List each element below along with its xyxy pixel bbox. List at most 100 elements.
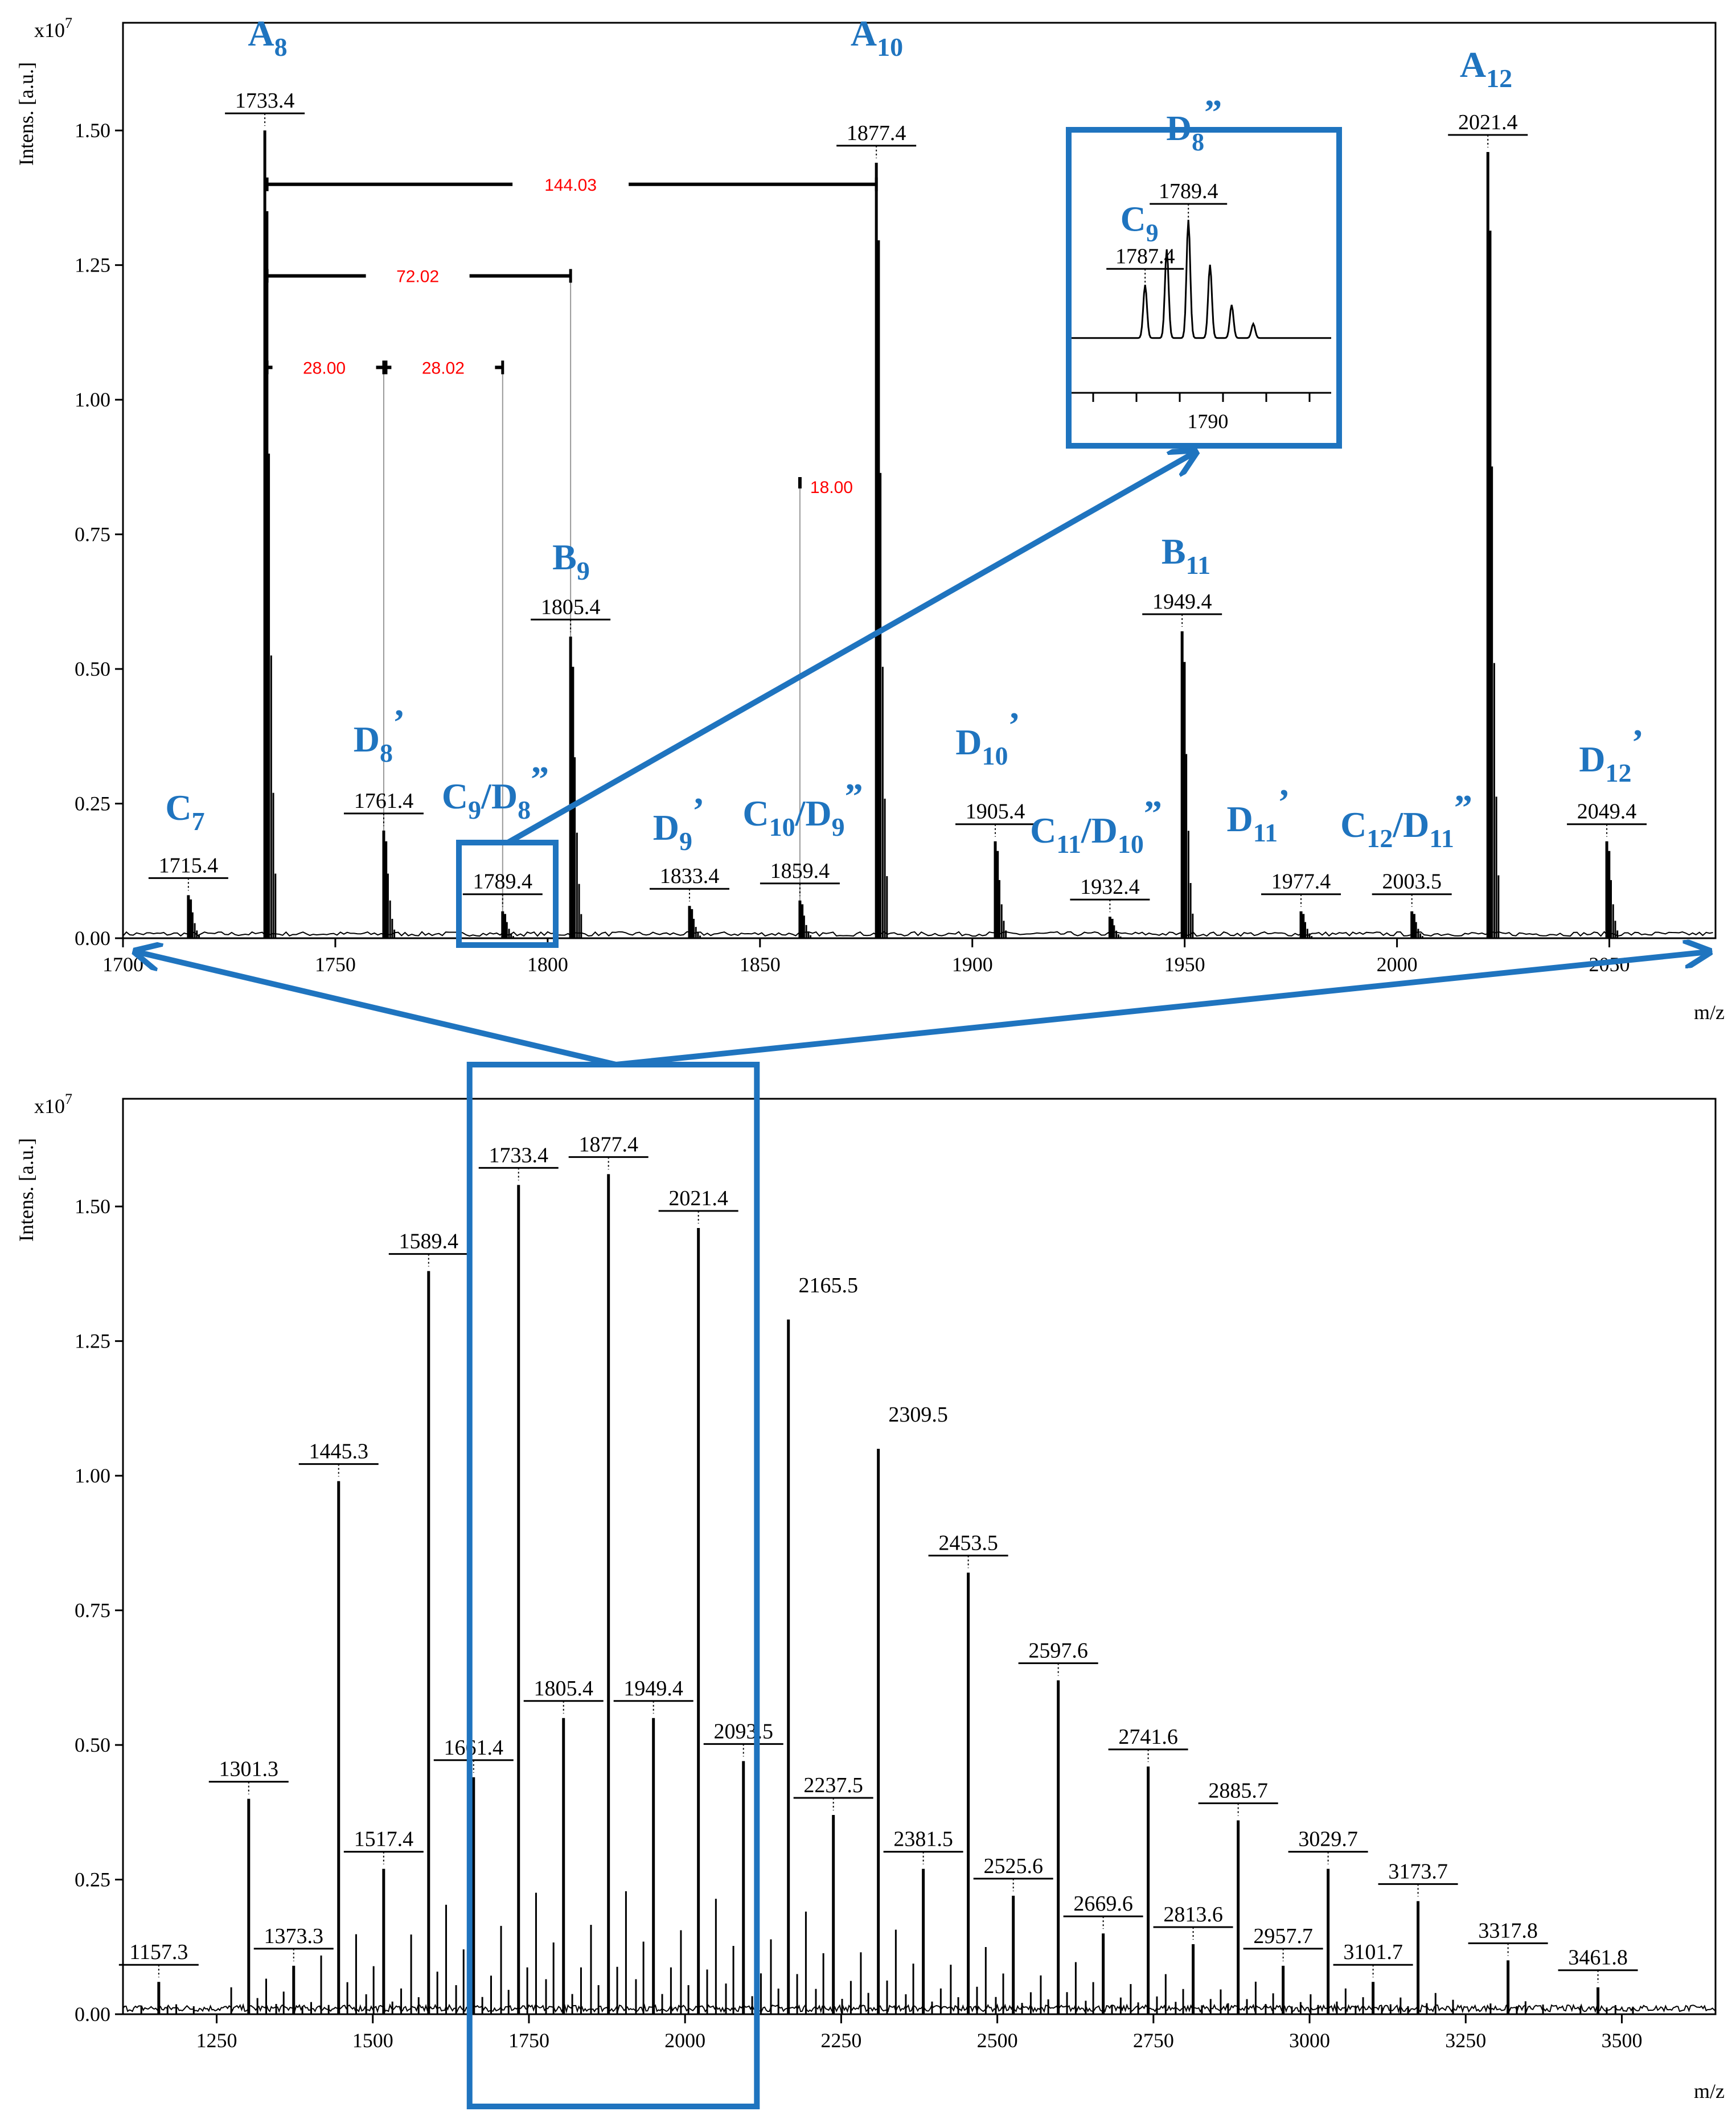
- bottom-peak-label: 1949.4: [623, 1677, 683, 1701]
- bottom-peak-label: 2381.5: [893, 1827, 953, 1851]
- bottom-peak-label: 1661.4: [444, 1736, 504, 1760]
- bottom-peak-label: 2669.6: [1073, 1892, 1133, 1916]
- bottom-peak-label: 3173.7: [1388, 1859, 1448, 1883]
- bottom-peak-label: 1589.4: [399, 1230, 459, 1254]
- peak-name-B9: B9: [552, 537, 590, 585]
- top-peak-label: 1805.4: [541, 595, 601, 619]
- bottom-baseline-trace: [122, 2003, 1716, 2014]
- bottom-y-tick-label: 1.00: [75, 1464, 110, 1487]
- top-x-tick-label: 1700: [102, 953, 143, 976]
- top-x-tick-label: 2000: [1377, 953, 1418, 976]
- top-y-tick-label: 0.75: [75, 523, 110, 546]
- top-x-tick-label: 1900: [952, 953, 993, 976]
- bottom-peak-label: 1157.3: [129, 1940, 188, 1964]
- bottom-peak-label: 3029.7: [1298, 1827, 1358, 1851]
- peak-name-D9: D9’: [653, 790, 705, 856]
- bottom-y-tick-label: 0.75: [75, 1599, 110, 1622]
- peak-name-D12: D12’: [1579, 722, 1644, 787]
- top-y-tick-label: 0.25: [75, 792, 110, 815]
- peak-name-A12: A12: [1460, 44, 1512, 93]
- peak-name-D8: D8’: [354, 702, 405, 767]
- top-peak-label: 1877.4: [847, 121, 906, 145]
- peak-name-D10: D10’: [955, 705, 1020, 770]
- bottom-peak-label: 1805.4: [533, 1677, 593, 1701]
- bottom-zoom-region: [466, 1062, 760, 2109]
- bottom-peak-label: 2093.5: [713, 1719, 773, 1743]
- bottom-plot-frame: [122, 1098, 1717, 2015]
- inset-peak-name: C9: [1121, 200, 1159, 247]
- bottom-peak-label: 2885.7: [1208, 1779, 1268, 1802]
- top-baseline-trace: [122, 931, 1713, 937]
- top-x-tick-label: 1750: [315, 953, 356, 976]
- bottom-peak-label: 3317.8: [1478, 1919, 1538, 1942]
- top-x-tick-label: 1800: [527, 953, 568, 976]
- bottom-peak-label: 2813.6: [1163, 1903, 1223, 1927]
- bottom-spectrum-panel: x107 Intens. [a.u.] 0.00 0.25 0.50 0.75 1.00…: [15, 1062, 1725, 2109]
- peak-name-C12-D11: C12/D11”: [1340, 787, 1472, 853]
- bottom-x-axis-label: m/z: [1694, 2080, 1725, 2102]
- peak-name-C10-D9: C10/D9”: [742, 776, 863, 841]
- top-x-axis-label: m/z: [1694, 1001, 1725, 1024]
- peak-name-C9-D8: C9/D8”: [442, 759, 549, 824]
- mass-diff-label: 18.00: [810, 478, 853, 497]
- bottom-y-tick-label: 0.00: [75, 2003, 110, 2026]
- bottom-peak-label: 2021.4: [668, 1186, 728, 1210]
- bottom-x-tick-label: 1500: [352, 2029, 393, 2052]
- bottom-x-tick-label: 2250: [820, 2029, 861, 2052]
- bottom-x-tick-label: 3000: [1289, 2029, 1330, 2052]
- bottom-x-tick-label: 1750: [508, 2029, 549, 2052]
- top-y-tick-label: 1.00: [75, 388, 110, 411]
- top-peak-label: 1789.4: [473, 870, 533, 894]
- bottom-peak-label: 2309.5: [888, 1403, 948, 1427]
- bottom-peak-label: 2237.5: [803, 1773, 863, 1797]
- top-peak-label: 1761.4: [354, 789, 414, 813]
- top-peak-label: 1833.4: [660, 864, 720, 888]
- inset-peak-label: 1787.4: [1115, 244, 1175, 268]
- bottom-x-tick-label: 3250: [1445, 2029, 1486, 2052]
- top-peak-label: 1977.4: [1271, 870, 1331, 894]
- peak-name-A8: A8: [248, 13, 287, 61]
- bottom-peak-label: 2597.6: [1028, 1639, 1088, 1663]
- link-arrow-right: [615, 952, 1708, 1067]
- top-peak-label: 1715.4: [159, 853, 219, 877]
- inset-x-tick-label: 1790: [1187, 410, 1228, 433]
- bottom-peak-label: 2525.6: [983, 1854, 1043, 1878]
- top-peak-label: 1949.4: [1152, 590, 1212, 614]
- bottom-x-tick-label: 2500: [977, 2029, 1018, 2052]
- peak-name-C11-D10: C11/D10”: [1030, 793, 1162, 859]
- bottom-peak-label: 1517.4: [354, 1827, 414, 1851]
- top-peak-label: 2003.5: [1382, 870, 1442, 894]
- bottom-peak-label: 1445.3: [309, 1440, 368, 1464]
- top-y-scale: x107: [34, 15, 72, 42]
- top-y-tick-label: 0.50: [75, 658, 110, 680]
- bottom-y-tick-label: 0.50: [75, 1734, 110, 1756]
- inset-trace: [1072, 220, 1331, 339]
- bottom-x-tick-label: 3500: [1601, 2029, 1642, 2052]
- bottom-peak-label: 2165.5: [798, 1274, 858, 1297]
- bottom-x-tick-label: 2000: [664, 2029, 705, 2052]
- mass-diff-label: 144.03: [544, 176, 597, 195]
- bottom-y-axis-label: Intens. [a.u.]: [15, 1138, 38, 1242]
- top-x-tick-label: 1950: [1164, 953, 1205, 976]
- peak-name-B11: B11: [1162, 531, 1210, 580]
- top-peak-label: 1932.4: [1080, 875, 1140, 899]
- top-x-tick-label: 1850: [740, 953, 781, 976]
- top-peak-label: 2049.4: [1577, 800, 1637, 824]
- bottom-y-tick-label: 1.50: [75, 1195, 110, 1218]
- panel-link-arrows: [137, 952, 1708, 1067]
- top-peak-label: 1733.4: [235, 89, 295, 113]
- bottom-peak-label: 2957.7: [1253, 1924, 1313, 1948]
- mass-diff-label: 28.02: [422, 359, 465, 377]
- peak-name-C7: C7: [165, 787, 204, 836]
- bottom-peak-label: 1301.3: [219, 1757, 279, 1781]
- bottom-y-tick-label: 0.25: [75, 1868, 110, 1891]
- bottom-peak-label: 1733.4: [489, 1143, 549, 1167]
- inset-arrow: [506, 453, 1195, 845]
- top-y-tick-label: 1.50: [75, 119, 110, 142]
- bottom-peak-label: 3101.7: [1343, 1940, 1403, 1964]
- inset-peak-name: D8”: [1166, 93, 1222, 156]
- inset-frame: [1066, 127, 1342, 449]
- bottom-peak-label: 2453.5: [938, 1531, 998, 1555]
